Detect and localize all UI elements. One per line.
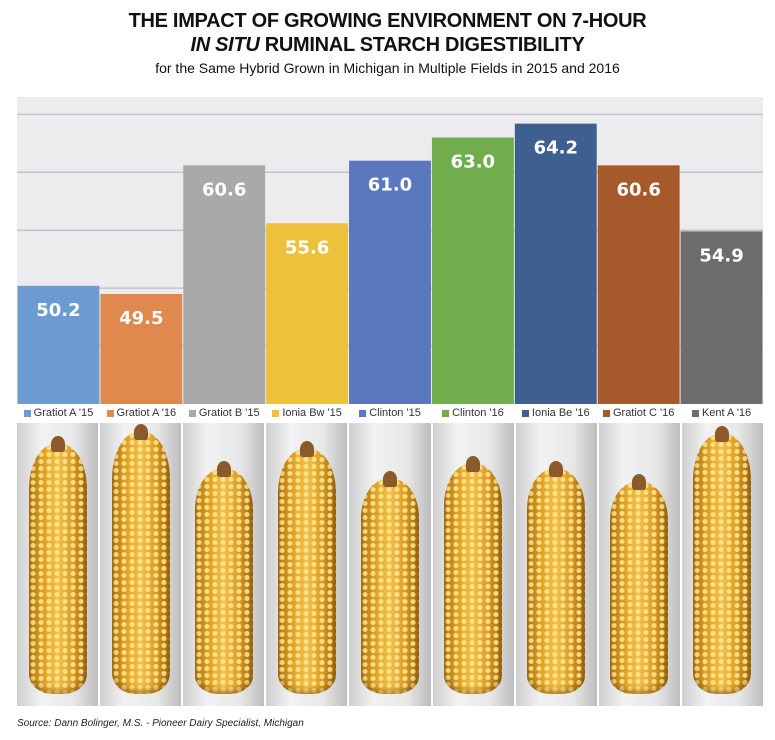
data-label: 64.2 [534, 138, 578, 159]
chart-title-line2: IN SITU RUMINAL STARCH DIGESTIBILITY [0, 34, 775, 57]
legend-label: Ionia Be '16 [531, 407, 590, 419]
legend-label: Gratiot A '16 [116, 407, 177, 419]
legend-label: Kent A '16 [701, 407, 752, 419]
corn-ear-image [527, 469, 586, 694]
data-label: 55.6 [285, 237, 329, 258]
bar [349, 160, 431, 404]
corn-ear-image [111, 432, 170, 694]
corn-ear-image [28, 444, 87, 694]
title-rest: RUMINAL STARCH DIGESTIBILITY [259, 34, 585, 56]
corn-photo [266, 423, 348, 706]
data-label: 49.5 [119, 308, 163, 329]
corn-silk-tip [50, 436, 65, 452]
data-label: 61.0 [368, 175, 412, 196]
legend-swatch [602, 409, 610, 417]
legend-item: Gratiot B '15 [183, 402, 266, 424]
corn-silk-tip [715, 426, 730, 442]
legend-label: Gratiot A '15 [33, 407, 94, 419]
legend-swatch [272, 409, 280, 417]
legend-swatch [359, 409, 367, 417]
chart-title-line1: THE IMPACT OF GROWING ENVIRONMENT ON 7-H… [128, 10, 647, 32]
corn-silk-tip [549, 461, 564, 477]
corn-ear-image [444, 464, 503, 694]
data-label: 54.9 [699, 245, 743, 266]
bar [680, 231, 763, 404]
source-note: Source: Dann Bolinger, M.S. - Pioneer Da… [17, 718, 304, 729]
corn-silk-tip [216, 461, 231, 477]
legend-label: Gratiot C '16 [612, 407, 675, 419]
legend-label: Ionia Bw '15 [282, 407, 342, 419]
legend-item: Clinton '16 [431, 402, 514, 424]
legend-item: Gratiot A '15 [17, 402, 100, 424]
legend-label: Gratiot B '15 [198, 407, 260, 419]
data-label: 60.6 [616, 179, 660, 200]
corn-photo [17, 423, 99, 706]
corn-photo [432, 423, 514, 706]
corn-photo-strip [17, 423, 763, 706]
corn-silk-tip [466, 456, 481, 472]
corn-silk-tip [632, 474, 647, 490]
legend-item: Clinton '15 [349, 402, 432, 424]
bar [514, 123, 597, 404]
bar [100, 293, 183, 404]
corn-photo [100, 423, 182, 706]
corn-ear-image [194, 469, 253, 694]
legend-item: Kent A '16 [680, 402, 763, 424]
corn-ear-image [610, 482, 669, 694]
data-label: 60.6 [202, 179, 246, 200]
chart-subtitle: for the Same Hybrid Grown in Michigan in… [155, 60, 620, 76]
legend-swatch [106, 409, 114, 417]
corn-photo [598, 423, 680, 706]
data-label: 50.2 [36, 300, 80, 321]
corn-ear-image [277, 449, 336, 694]
legend-label: Clinton '16 [452, 407, 504, 419]
legend: Gratiot A '15 Gratiot A '16 Gratiot B '15 I… [17, 402, 763, 424]
corn-photo [183, 423, 265, 706]
legend-item: Ionia Be '16 [514, 402, 597, 424]
bar [17, 285, 100, 404]
corn-silk-tip [133, 424, 148, 440]
legend-swatch [23, 409, 31, 417]
legend-swatch [188, 409, 196, 417]
corn-silk-tip [299, 441, 314, 457]
bar [431, 137, 514, 404]
data-label: 63.0 [451, 152, 495, 173]
legend-label: Clinton '15 [369, 407, 421, 419]
bar [266, 223, 349, 404]
legend-swatch [442, 409, 450, 417]
bar [597, 165, 680, 404]
legend-item: Gratiot A '16 [100, 402, 183, 424]
legend-item: Gratiot C '16 [597, 402, 680, 424]
corn-photo [349, 423, 431, 706]
corn-silk-tip [382, 471, 397, 487]
corn-photo [515, 423, 597, 706]
title-italic: IN SITU [190, 34, 260, 56]
corn-photo [681, 423, 763, 706]
bar [183, 165, 266, 404]
legend-swatch [521, 409, 529, 417]
corn-ear-image [360, 479, 419, 694]
legend-swatch [691, 409, 699, 417]
bar-chart: 50.2 49.5 60.6 55.6 61.0 63.0 64.2 60.6 54.9 [17, 97, 763, 404]
corn-ear-image [693, 434, 752, 694]
legend-item: Ionia Bw '15 [266, 402, 349, 424]
